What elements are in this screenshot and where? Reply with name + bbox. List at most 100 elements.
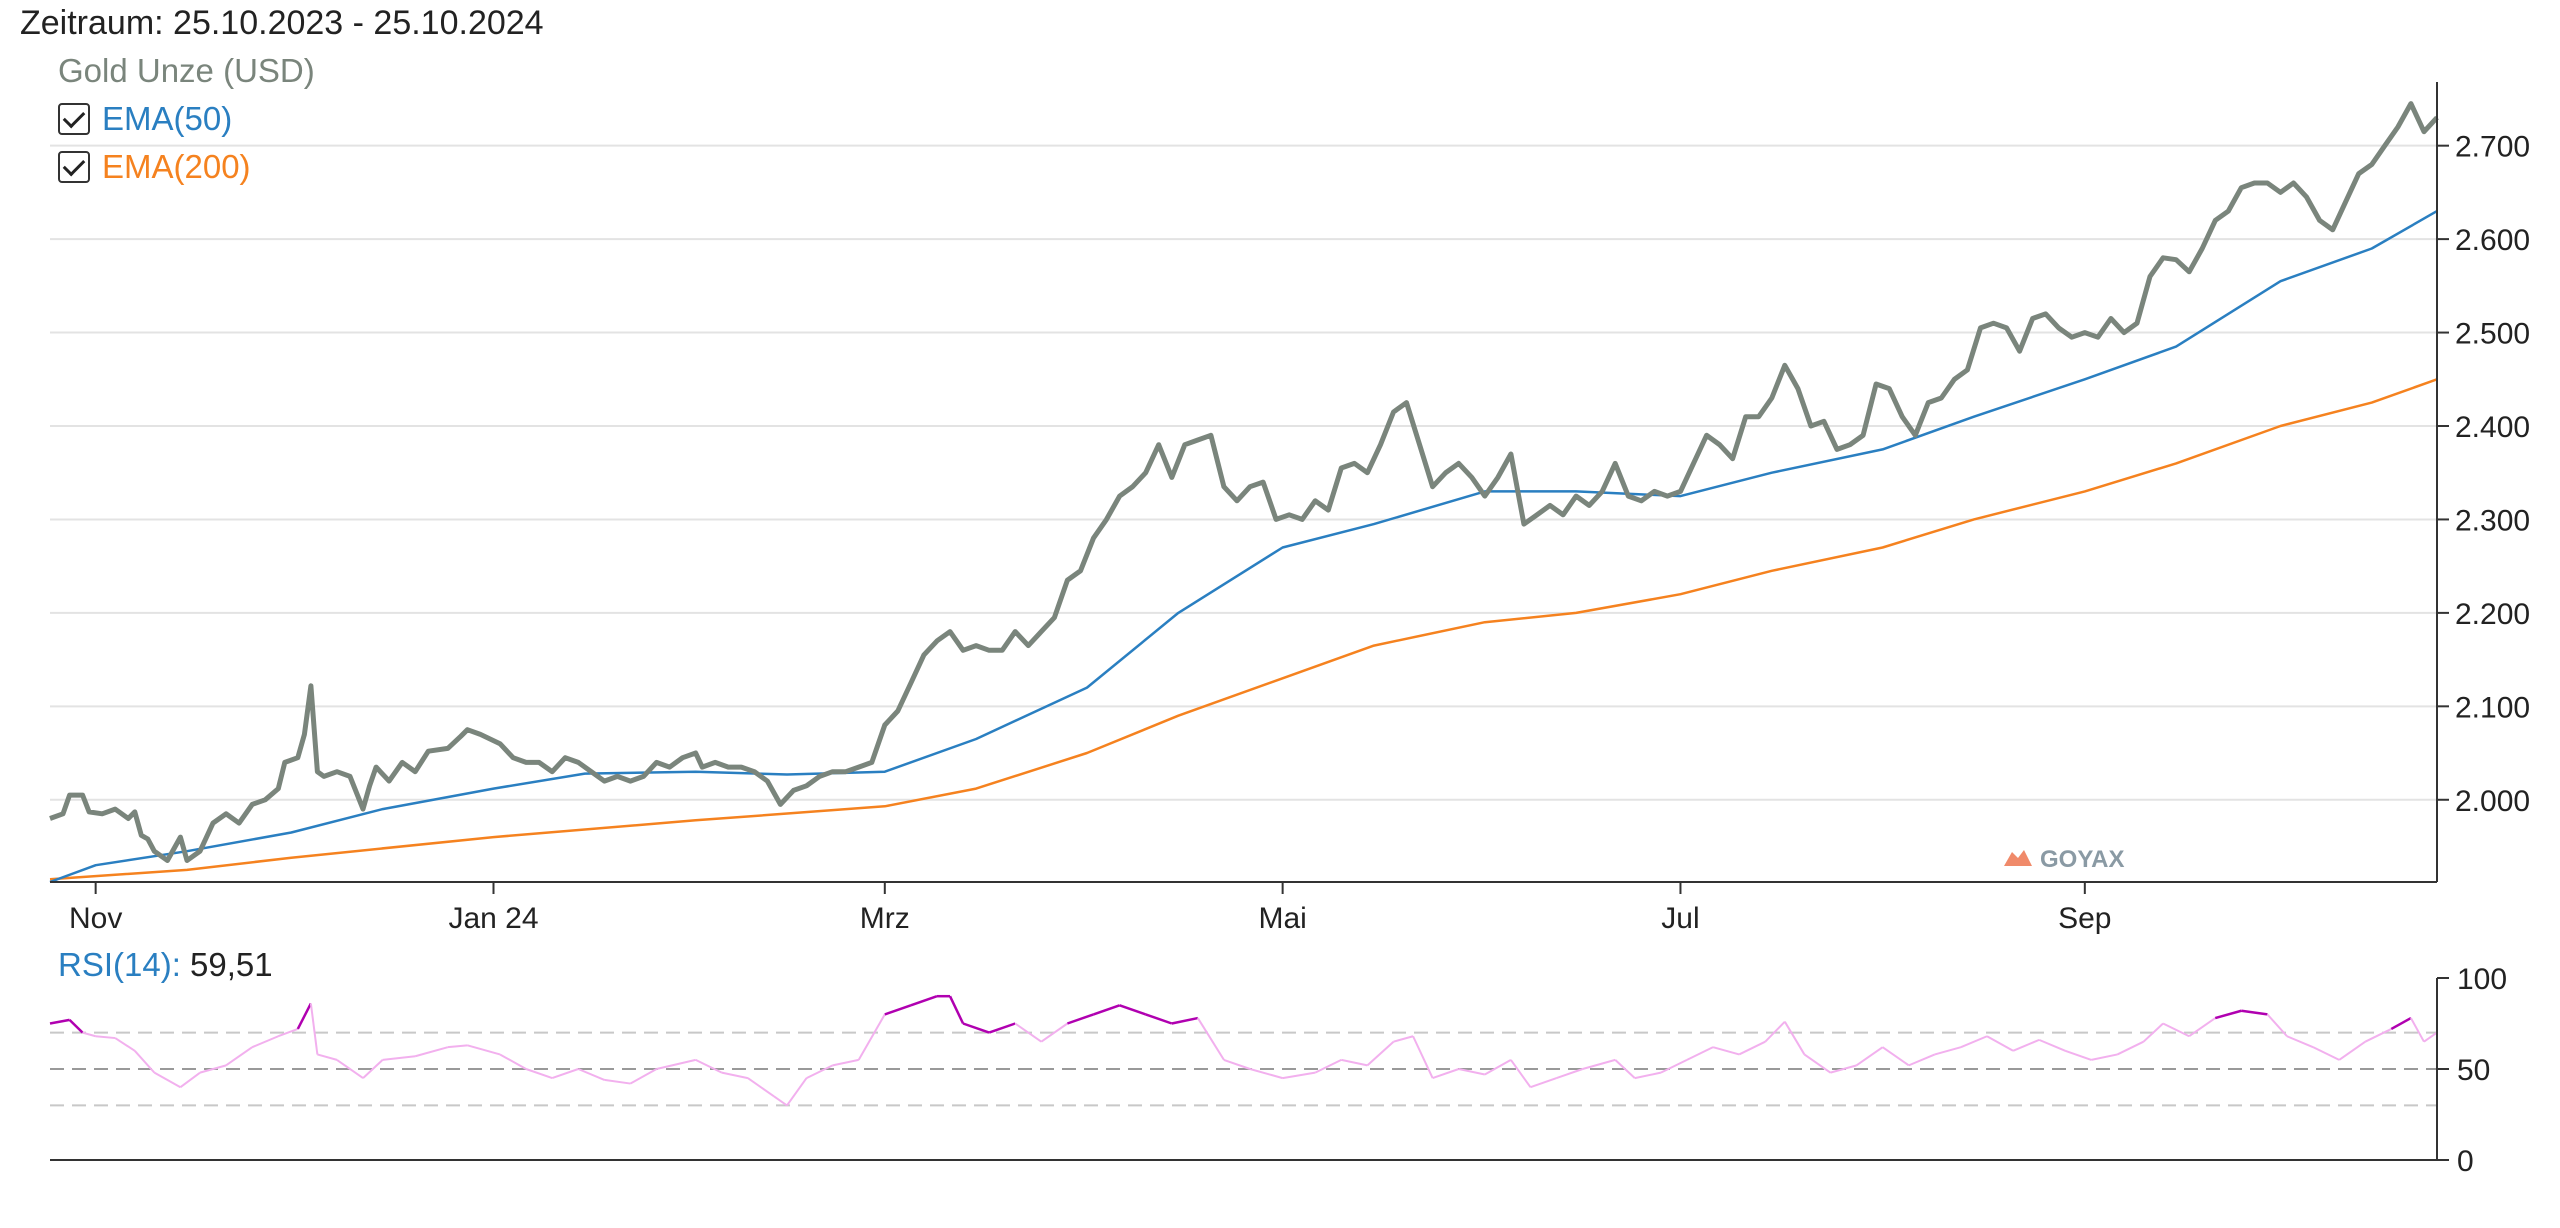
x-tick-label: Sep [2058,902,2111,935]
goyax-bull-icon [2004,850,2032,866]
x-tick-label: Nov [69,902,122,935]
rsi-line-segment [1783,1021,1806,1055]
rsi-line-segment [225,1046,253,1067]
rsi-line-segment [2116,1040,2144,1056]
rsi-line-segment [857,1013,886,1061]
rsi-line-segment [721,1071,749,1080]
rsi-line-segment [962,1022,990,1034]
rsi-line-segment [1341,1058,1368,1067]
rsi-line-segment [1393,1035,1414,1043]
legend-ema200[interactable]: EMA(200) [58,148,251,186]
rsi-line-segment [309,1003,319,1055]
rsi-line-segment [447,1044,468,1049]
rsi-line-segment [525,1068,553,1080]
rsi-line-segment [2410,1017,2425,1043]
rsi-line-segment [786,1077,808,1106]
rsi-line-segment [82,1031,96,1038]
rsi-line-segment [114,1037,136,1052]
rsi-line-segment [2188,1017,2216,1038]
legend-ema200-label: EMA(200) [102,148,251,185]
rsi-line-segment [1712,1046,1740,1056]
rsi-line-segment [1855,1046,1884,1067]
rsi-line-segment [1803,1053,1832,1074]
x-tick-label: Mai [1258,902,1306,935]
rsi-line-segment [179,1071,201,1089]
rsi-line-segment [884,1004,912,1016]
rsi-line-segment [2390,1016,2412,1031]
rsi-value: 59,51 [190,946,273,983]
rsi-line-segment [1223,1058,1251,1070]
y-tick-label: 2.400 [2455,411,2530,444]
legend-main-label: Gold Unze (USD) [58,52,315,89]
rsi-line-segment [251,1035,279,1049]
rsi-line-segment [2423,1031,2438,1043]
y-tick-label: 2.100 [2455,691,2530,724]
rsi-line-segment [1484,1059,1512,1076]
rsi-line-segment [1660,1059,1688,1074]
legend-main-series: Gold Unze (USD) [58,52,315,90]
rsi-line-segment [414,1046,449,1058]
rsi-line-segment [1014,1022,1042,1043]
rsi-line-segment [317,1053,338,1061]
rsi-line-segment [551,1068,579,1080]
x-tick-label: Jul [1661,902,1699,935]
rsi-readout: RSI(14): 59,51 [58,946,273,984]
rsi-line-segment [1093,1004,1120,1016]
rsi-line-segment [832,1058,859,1067]
rsi-line-segment [2241,1009,2268,1016]
rsi-line-segment [2162,1022,2190,1038]
rsi-line-segment [2312,1046,2340,1061]
y-tick-label: 2.000 [2455,785,2530,818]
rsi-line-segment [1249,1068,1283,1080]
y-tick-label: 2.700 [2455,131,2530,164]
rsi-line-segment [747,1077,775,1098]
rsi-line-segment [362,1059,384,1079]
rsi-line-segment [2091,1053,2118,1061]
ema200-line [49,378,2438,881]
rsi-line-segment [2064,1049,2092,1061]
checkbox-ema200[interactable] [58,151,90,183]
rsi-line-segment [1686,1046,1714,1061]
goyax-watermark: GOYAX [2040,846,2124,873]
rsi-line-segment [629,1068,658,1085]
rsi-line-segment [1738,1040,1766,1056]
legend-ema50[interactable]: EMA(50) [58,100,232,138]
rsi-line-segment [1040,1022,1068,1043]
rsi-y-tick-label: 50 [2457,1054,2490,1087]
rsi-line-segment [604,1078,631,1085]
rsi-line-segment [2214,1009,2242,1020]
rsi-line-segment [988,1022,1016,1034]
rsi-line-segment [153,1071,181,1089]
rsi-line-segment [95,1035,116,1040]
rsi-y-tick-label: 100 [2457,963,2507,996]
x-tick-label: Mrz [860,902,910,935]
rsi-line-segment [1764,1020,1786,1043]
rsi-line-segment [68,1018,84,1034]
rsi-line-segment [948,995,965,1025]
rsi-line-segment [656,1058,696,1070]
checkbox-ema50[interactable] [58,103,90,135]
rsi-line-segment [2012,1038,2040,1052]
period-label: Zeitraum: 25.10.2023 - 25.10.2024 [20,4,544,42]
rsi-line-segment [199,1064,227,1074]
y-tick-label: 2.300 [2455,504,2530,537]
rsi-line-segment [695,1059,723,1074]
rsi-line-segment [2338,1040,2366,1061]
rsi-line-segment [1582,1058,1616,1070]
rsi-line-segment [1282,1071,1316,1080]
rsi-line-segment [1314,1059,1342,1074]
rsi-line-segment [336,1059,364,1079]
rsi-line-segment [1530,1077,1557,1089]
rsi-line-segment [2266,1013,2288,1037]
rsi-line-segment [467,1044,501,1056]
rsi-line-segment [1412,1035,1434,1079]
rsi-line-segment [134,1050,156,1074]
rsi-line-segment [1556,1068,1583,1080]
rsi-line-segment [1366,1040,1395,1067]
rsi-line-segment [2038,1038,2066,1052]
rsi-line-segment [1119,1004,1147,1016]
price-line [49,101,2439,863]
rsi-line-segment [49,1018,70,1025]
x-tick-label: Jan 24 [448,902,538,935]
